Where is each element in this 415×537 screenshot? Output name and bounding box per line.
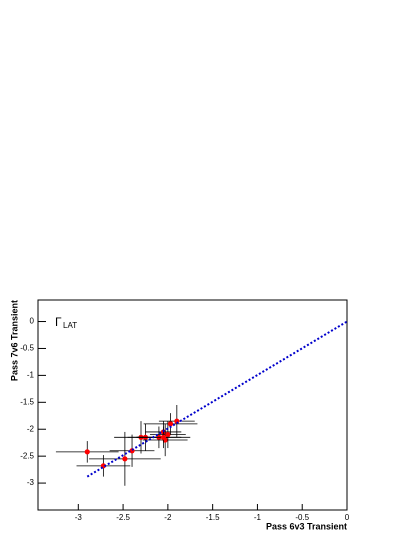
x-tick-label: -3 (75, 513, 83, 522)
y-tick-label: -2 (27, 424, 35, 433)
x-tick-label: -1.5 (206, 513, 220, 522)
x-tick-label: -0.5 (295, 513, 309, 522)
y-axis-title: Pass 7v6 Transient (9, 300, 19, 381)
x-tick-label: -2 (164, 513, 172, 522)
annotation-subscript: LAT (63, 321, 77, 330)
point (167, 421, 174, 427)
y-tick-label: -1 (27, 370, 35, 379)
y-tick-label: -1.5 (20, 397, 34, 406)
point (160, 434, 166, 440)
fit-line (86, 320, 348, 478)
x-tick-label: -1 (254, 513, 262, 522)
point (122, 456, 128, 462)
plot-frame (37, 299, 348, 511)
x-axis-title: Pass 6v3 Transient (266, 521, 347, 531)
point (165, 432, 171, 438)
y-tick-label: -2.5 (20, 451, 34, 460)
y-tick-label: -3 (27, 478, 35, 487)
point (84, 449, 90, 455)
annotation-symbol: Γ (55, 315, 62, 329)
x-tick-label: -2.5 (116, 513, 130, 522)
y-tick-label: -0.5 (20, 344, 34, 353)
x-tick-label: 0 (345, 513, 350, 522)
y-tick-label: 0 (30, 317, 35, 326)
